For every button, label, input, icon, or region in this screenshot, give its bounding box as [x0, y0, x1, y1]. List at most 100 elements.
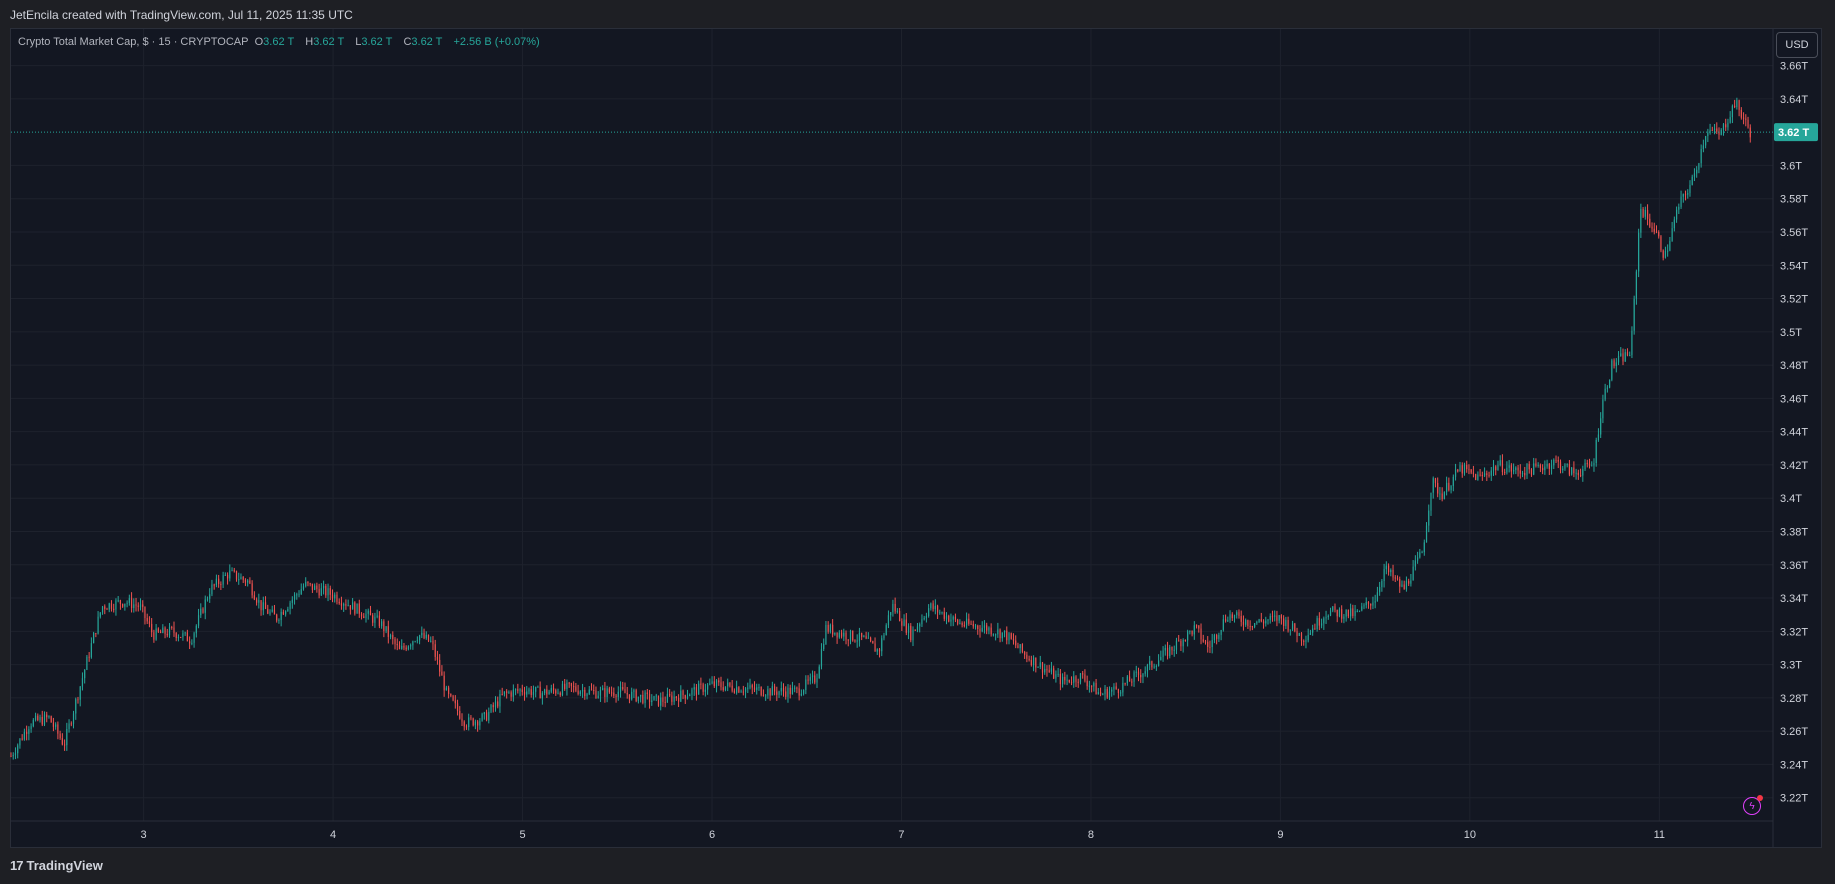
candle-body [883, 635, 885, 639]
candle-body [135, 604, 137, 606]
candle-body [684, 695, 686, 699]
candle-body [834, 632, 836, 635]
candle-body [1291, 623, 1294, 630]
candle-body [1327, 615, 1329, 618]
y-tick-label: 3.52T [1780, 294, 1808, 306]
candle-body [414, 641, 416, 643]
candle-body [1709, 129, 1711, 133]
candle-body [1158, 660, 1160, 666]
candle-body [1238, 612, 1240, 617]
candle-body [691, 689, 693, 695]
candle-body [974, 625, 977, 627]
candle-body [1437, 482, 1439, 494]
candle-body [988, 627, 990, 631]
currency-button[interactable]: USD [1776, 32, 1818, 58]
y-tick-label: 3.58T [1780, 194, 1808, 206]
candle-body [1727, 122, 1729, 128]
candle-body [146, 617, 148, 622]
credit-text: JetEncila created with TradingView.com, … [10, 8, 353, 22]
candle-body [1613, 360, 1615, 367]
candle-body [289, 602, 291, 609]
candle-body [1142, 673, 1144, 678]
candle-body [166, 633, 168, 636]
x-tick-label: 11 [1654, 829, 1665, 841]
candle-body [1312, 628, 1314, 633]
candle-body [365, 613, 367, 618]
candle-body [157, 628, 159, 632]
chart-pane[interactable] [10, 28, 1822, 848]
candle-body [1003, 630, 1006, 633]
candle-body [1070, 682, 1073, 684]
candle-body [776, 691, 778, 695]
candle-body [1582, 469, 1584, 476]
candle-body [1696, 169, 1698, 174]
candle-body [881, 638, 883, 652]
candle-body [1017, 645, 1019, 649]
candle-body [1457, 469, 1459, 472]
candle-body [1539, 465, 1541, 469]
candle-body [979, 628, 981, 632]
candle-body [782, 688, 785, 692]
candle-body [849, 630, 852, 641]
candle-body [765, 695, 767, 697]
y-tick-label: 3.26T [1780, 726, 1808, 738]
tradingview-logo-icon: 17 [10, 858, 24, 873]
candle-body [77, 699, 79, 701]
candle-body [168, 627, 171, 636]
candle-body [119, 600, 122, 604]
candle-body [385, 626, 387, 632]
candle-body [1468, 469, 1470, 471]
candle-body [1526, 464, 1528, 476]
candle-body [133, 604, 135, 609]
candle-body [843, 632, 845, 637]
candle-body [660, 697, 662, 706]
candle-body [296, 594, 298, 596]
candle-body [88, 656, 90, 658]
candle-body [1050, 668, 1053, 672]
candle-body [1611, 360, 1613, 380]
candle-body [1376, 592, 1379, 602]
candle-body [1492, 466, 1495, 471]
candle-body [550, 688, 552, 692]
candle-body [1189, 630, 1191, 632]
tradingview-logo[interactable]: 17 TradingView [10, 858, 103, 873]
lightning-icon[interactable]: ϟ [1743, 795, 1763, 815]
x-tick-label: 3 [141, 829, 147, 841]
candle-body [501, 694, 503, 696]
candle-body [892, 603, 894, 613]
candle-body [1187, 631, 1189, 641]
x-tick-label: 8 [1088, 829, 1094, 841]
candle-body [642, 694, 644, 703]
candle-body [260, 600, 262, 611]
candle-body [912, 629, 914, 641]
candle-body [425, 634, 427, 639]
candle-body [1675, 209, 1678, 220]
candle-body [1289, 629, 1291, 631]
candle-body [753, 687, 756, 690]
candle-body [1432, 478, 1434, 493]
candle-body [1343, 616, 1345, 619]
candle-body [1296, 631, 1298, 637]
candle-body [204, 599, 206, 613]
candle-body [376, 615, 378, 617]
candle-body [972, 624, 974, 627]
candle-body [195, 625, 197, 634]
candle-body [271, 609, 273, 612]
candle-body [345, 604, 347, 606]
candle-body [37, 715, 39, 721]
candle-body [1591, 465, 1593, 467]
candle-body [1646, 210, 1649, 219]
candle-body [1202, 639, 1204, 642]
candle-body [760, 686, 762, 696]
candle-body [613, 692, 615, 696]
candle-body [21, 738, 23, 740]
candle-body [189, 641, 191, 644]
candle-body [905, 619, 907, 633]
candle-body [197, 615, 200, 626]
candle-body [740, 691, 742, 693]
candle-body [758, 686, 760, 688]
candle-body [398, 645, 401, 650]
candle-body [1332, 606, 1334, 611]
candle-body [1495, 466, 1497, 471]
